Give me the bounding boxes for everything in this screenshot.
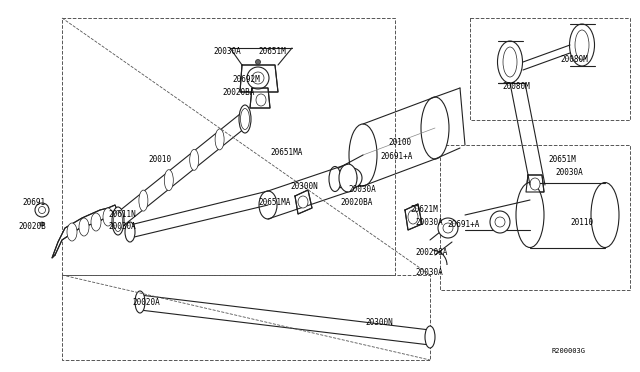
Polygon shape xyxy=(52,205,118,258)
Text: 20692M: 20692M xyxy=(232,75,260,84)
Ellipse shape xyxy=(67,223,77,241)
Text: 20651MA: 20651MA xyxy=(258,198,291,207)
Ellipse shape xyxy=(421,97,449,159)
Ellipse shape xyxy=(91,213,101,231)
Ellipse shape xyxy=(497,41,522,83)
Text: 20030A: 20030A xyxy=(213,47,241,56)
Ellipse shape xyxy=(298,196,308,208)
Polygon shape xyxy=(405,204,422,230)
Polygon shape xyxy=(240,65,278,92)
Ellipse shape xyxy=(530,178,540,190)
Ellipse shape xyxy=(241,109,250,129)
Ellipse shape xyxy=(438,218,458,238)
Ellipse shape xyxy=(503,47,517,77)
Ellipse shape xyxy=(103,208,113,226)
Ellipse shape xyxy=(443,223,453,233)
Ellipse shape xyxy=(35,203,49,217)
Text: R200003G: R200003G xyxy=(552,348,586,354)
Ellipse shape xyxy=(40,222,44,226)
Ellipse shape xyxy=(591,183,619,247)
Ellipse shape xyxy=(516,183,544,247)
Ellipse shape xyxy=(339,164,357,192)
Text: 20691+A: 20691+A xyxy=(447,220,479,229)
Ellipse shape xyxy=(408,210,418,224)
Ellipse shape xyxy=(495,217,505,227)
Ellipse shape xyxy=(164,170,173,191)
Text: 20691: 20691 xyxy=(22,198,45,207)
Bar xyxy=(470,18,630,120)
Text: 20080M: 20080M xyxy=(560,55,588,64)
Text: 20030A: 20030A xyxy=(555,168,583,177)
Ellipse shape xyxy=(252,72,264,84)
Text: 20030A: 20030A xyxy=(415,268,443,277)
Text: 20621M: 20621M xyxy=(410,205,438,214)
Text: 20651MA: 20651MA xyxy=(270,148,302,157)
Ellipse shape xyxy=(189,149,198,170)
Ellipse shape xyxy=(570,24,595,66)
Ellipse shape xyxy=(125,222,135,242)
Text: 20020B: 20020B xyxy=(18,222,45,231)
Ellipse shape xyxy=(255,60,260,64)
Text: 20611N: 20611N xyxy=(108,210,136,219)
Text: 200208A: 200208A xyxy=(415,248,447,257)
Ellipse shape xyxy=(349,124,377,186)
Text: 20030A: 20030A xyxy=(108,222,136,231)
Ellipse shape xyxy=(247,67,269,89)
Ellipse shape xyxy=(425,326,435,348)
Ellipse shape xyxy=(215,129,224,150)
Polygon shape xyxy=(250,88,270,108)
Text: 20691+A: 20691+A xyxy=(380,152,412,161)
Bar xyxy=(440,145,630,290)
Ellipse shape xyxy=(329,167,341,192)
Text: 20300N: 20300N xyxy=(290,182,317,191)
Ellipse shape xyxy=(79,218,89,236)
Ellipse shape xyxy=(113,211,122,231)
Text: 20010: 20010 xyxy=(148,155,171,164)
Ellipse shape xyxy=(490,211,510,233)
Polygon shape xyxy=(295,190,312,214)
Ellipse shape xyxy=(239,105,251,133)
Polygon shape xyxy=(526,175,544,192)
Text: 20110: 20110 xyxy=(570,218,593,227)
Ellipse shape xyxy=(347,173,357,183)
Text: 20651M: 20651M xyxy=(258,47,285,56)
Ellipse shape xyxy=(112,207,124,235)
Text: 20080M: 20080M xyxy=(502,82,530,91)
Text: 20020BA: 20020BA xyxy=(340,198,372,207)
Ellipse shape xyxy=(259,191,277,219)
Text: 20030A: 20030A xyxy=(415,218,443,227)
Ellipse shape xyxy=(139,190,148,211)
Ellipse shape xyxy=(342,168,362,188)
Text: 20020BA: 20020BA xyxy=(222,88,254,97)
Bar xyxy=(62,275,430,360)
Ellipse shape xyxy=(135,291,145,313)
Text: 20651M: 20651M xyxy=(548,155,576,164)
Text: 20020A: 20020A xyxy=(132,298,160,307)
Text: 20100: 20100 xyxy=(388,138,411,147)
Bar xyxy=(62,18,395,275)
Ellipse shape xyxy=(256,94,266,106)
Text: 20030A: 20030A xyxy=(348,185,376,194)
Text: 20300N: 20300N xyxy=(365,318,393,327)
Ellipse shape xyxy=(38,206,45,214)
Ellipse shape xyxy=(575,30,589,60)
